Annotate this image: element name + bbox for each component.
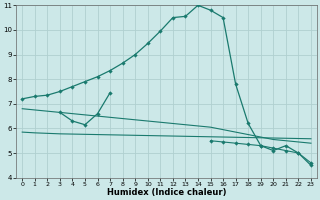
X-axis label: Humidex (Indice chaleur): Humidex (Indice chaleur) xyxy=(107,188,226,197)
